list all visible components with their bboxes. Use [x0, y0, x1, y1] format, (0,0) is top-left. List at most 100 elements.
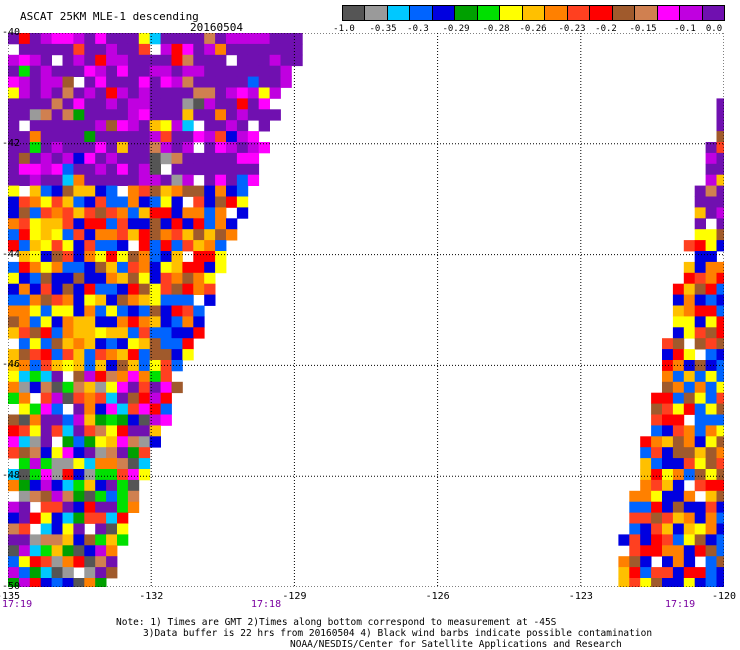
wind-cell: [73, 490, 85, 503]
wind-cell: [8, 207, 20, 219]
wind-cell: [716, 545, 724, 557]
wind-cell: [106, 305, 118, 317]
wind-cell: [694, 458, 706, 470]
wind-cell: [84, 261, 96, 274]
wind-cell: [694, 479, 706, 492]
wind-cell: [51, 283, 63, 295]
wind-cell: [672, 403, 685, 415]
wind-cell: [40, 294, 52, 306]
wind-cell: [683, 381, 696, 394]
wind-cell: [651, 523, 663, 535]
wind-cell: [640, 436, 652, 448]
wind-cell: [193, 240, 205, 252]
wind-cell: [716, 370, 724, 383]
wind-cell: [84, 174, 96, 186]
wind-cell: [683, 240, 696, 252]
wind-cell: [193, 109, 205, 121]
wind-cell: [182, 185, 194, 197]
wind-cell: [51, 545, 63, 557]
wind-cell: [149, 65, 161, 77]
wind-cell: [62, 54, 74, 67]
wind-cell: [182, 174, 194, 186]
wind-cell: [160, 338, 172, 350]
wind-cell: [269, 87, 281, 99]
wind-cell: [204, 174, 216, 186]
wind-cell: [171, 120, 183, 132]
wind-cell: [62, 272, 74, 285]
wind-cell: [84, 283, 96, 295]
wind-cell: [247, 163, 260, 176]
wind-cell: [73, 370, 85, 383]
wind-cell: [40, 207, 52, 219]
wind-cell: [716, 207, 724, 219]
colorbar-swatch: [544, 5, 568, 21]
wind-cell: [640, 447, 652, 459]
wind-cell: [705, 316, 717, 328]
wind-cell: [705, 229, 717, 241]
wind-cell: [73, 556, 85, 568]
wind-cell: [694, 512, 706, 524]
wind-cell: [258, 33, 270, 45]
wind-cell: [18, 414, 31, 426]
wind-cell: [149, 294, 161, 306]
latitude-tick: -40: [2, 27, 21, 38]
wind-cell: [149, 261, 161, 274]
wind-cell: [29, 207, 42, 219]
wind-cell: [651, 567, 663, 579]
wind-cell: [117, 392, 129, 404]
wind-cell: [662, 392, 674, 404]
wind-cell: [62, 229, 74, 241]
wind-cell: [29, 327, 42, 339]
colorbar-swatch: [521, 5, 546, 21]
wind-cell: [8, 152, 20, 165]
wind-cell: [73, 381, 85, 394]
wind-cell: [95, 447, 107, 459]
wind-cell: [193, 196, 205, 208]
wind-cell: [215, 196, 227, 208]
wind-cell: [84, 152, 96, 165]
wind-cell: [40, 360, 52, 372]
wind-cell: [171, 251, 183, 263]
wind-cell: [683, 272, 696, 285]
wind-cell: [18, 425, 31, 437]
wind-cell: [127, 338, 140, 350]
wind-cell: [171, 360, 183, 372]
wind-cell: [106, 76, 118, 88]
wind-cell: [149, 163, 161, 176]
wind-cell: [694, 523, 706, 535]
wind-cell: [73, 120, 85, 132]
wind-cell: [149, 109, 161, 121]
wind-cell: [18, 469, 31, 481]
wind-cell: [705, 381, 717, 394]
wind-cell: [236, 163, 249, 176]
wind-cell: [138, 425, 151, 437]
wind-cell: [705, 447, 717, 459]
wind-cell: [127, 479, 140, 492]
wind-cell: [672, 567, 685, 579]
wind-cell: [40, 65, 52, 77]
wind-cell: [160, 229, 172, 241]
wind-cell: [73, 283, 85, 295]
wind-cell: [95, 272, 107, 285]
wind-cell: [716, 338, 724, 350]
wind-cell: [106, 142, 118, 154]
wind-cell: [640, 578, 652, 587]
wind-cell: [204, 33, 216, 45]
wind-cell: [705, 545, 717, 557]
wind-cell: [171, 272, 183, 285]
wind-cell: [8, 327, 20, 339]
wind-cell: [117, 370, 129, 383]
wind-cell: [618, 556, 630, 568]
wind-cell: [84, 251, 96, 263]
wind-cell: [95, 305, 107, 317]
wind-cell: [204, 283, 216, 295]
wind-cell: [29, 240, 42, 252]
wind-cell: [84, 294, 96, 306]
wind-cell: [651, 469, 663, 481]
wind-cell: [106, 109, 118, 121]
wind-cell: [662, 469, 674, 481]
wind-cell: [18, 327, 31, 339]
wind-cell: [226, 109, 238, 121]
longitude-tick: -120: [712, 591, 737, 602]
wind-cell: [705, 370, 717, 383]
